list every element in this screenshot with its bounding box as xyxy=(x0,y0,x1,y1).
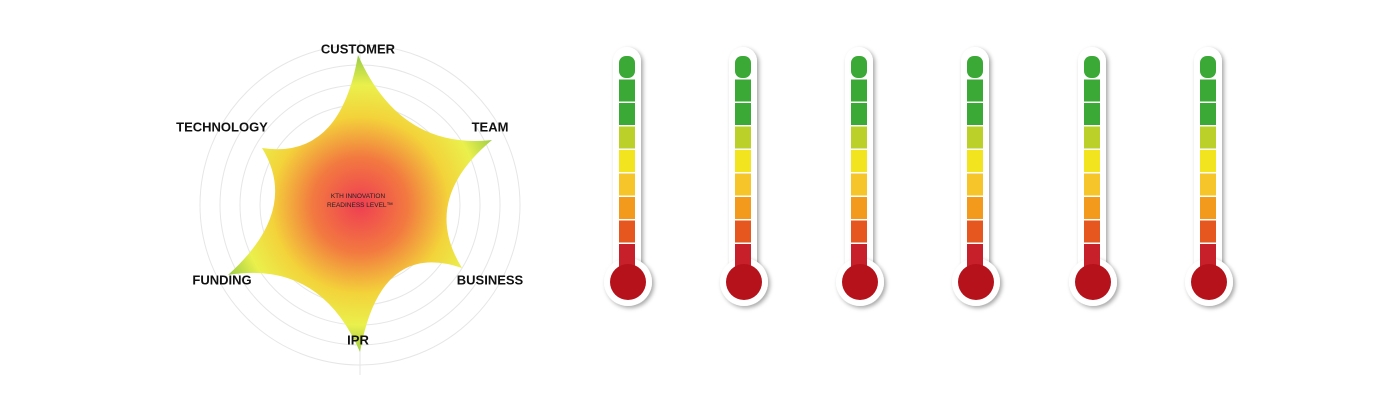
level-segment xyxy=(1084,150,1100,172)
level-segment xyxy=(1084,103,1100,125)
readiness-shape xyxy=(228,55,492,352)
level-segment xyxy=(1084,173,1100,196)
level-segment xyxy=(1084,79,1100,102)
level-segment xyxy=(1084,126,1100,149)
level-segment xyxy=(967,150,983,172)
level-segment xyxy=(851,220,867,243)
level-segment xyxy=(1200,56,1216,78)
level-segment xyxy=(1200,220,1216,243)
level-segment xyxy=(967,79,983,102)
level-segment xyxy=(851,79,867,102)
level-segment xyxy=(1084,220,1100,243)
level-segment xyxy=(851,173,867,196)
thermometer xyxy=(1185,47,1233,306)
level-segment xyxy=(619,173,635,196)
thermometer xyxy=(1069,47,1117,306)
level-segment xyxy=(735,150,751,172)
level-segment xyxy=(967,244,983,266)
center-text: READINESS LEVEL™ xyxy=(327,202,393,209)
level-segment xyxy=(619,103,635,125)
level-segment xyxy=(967,103,983,125)
thermometer xyxy=(604,47,652,306)
thermometer xyxy=(720,47,768,306)
bulb xyxy=(842,264,878,300)
level-segment xyxy=(967,220,983,243)
level-segment xyxy=(619,150,635,172)
level-segment xyxy=(1200,197,1216,219)
level-segment xyxy=(735,244,751,266)
level-segment xyxy=(619,244,635,266)
level-segment xyxy=(735,126,751,149)
level-segment xyxy=(851,150,867,172)
axis-label: IPR xyxy=(347,332,369,347)
thermometer xyxy=(836,47,884,306)
level-segment xyxy=(851,126,867,149)
level-segment xyxy=(851,56,867,78)
level-segment xyxy=(735,56,751,78)
level-segment xyxy=(967,126,983,149)
level-segment xyxy=(1200,126,1216,149)
level-segment xyxy=(967,173,983,196)
bulb xyxy=(958,264,994,300)
level-segment xyxy=(1200,79,1216,102)
level-segment xyxy=(619,56,635,78)
level-segment xyxy=(735,173,751,196)
axis-label: FUNDING xyxy=(192,272,251,287)
thermometer xyxy=(952,47,1000,306)
level-segment xyxy=(1084,56,1100,78)
thermometers xyxy=(604,47,1233,306)
bulb xyxy=(1191,264,1227,300)
level-segment xyxy=(619,220,635,243)
level-segment xyxy=(851,244,867,266)
level-segment xyxy=(735,103,751,125)
level-segment xyxy=(735,79,751,102)
bulb xyxy=(1075,264,1111,300)
bulb xyxy=(726,264,762,300)
level-segment xyxy=(1200,244,1216,266)
level-segment xyxy=(1200,150,1216,172)
level-segment xyxy=(619,79,635,102)
bulb xyxy=(610,264,646,300)
center-text: KTH INNOVATION xyxy=(331,193,386,200)
level-segment xyxy=(735,197,751,219)
level-segment xyxy=(619,197,635,219)
level-segment xyxy=(619,126,635,149)
level-segment xyxy=(1084,244,1100,266)
level-segment xyxy=(967,56,983,78)
axis-label: TEAM xyxy=(472,119,509,134)
level-segment xyxy=(851,103,867,125)
level-segment xyxy=(1084,197,1100,219)
level-segment xyxy=(735,220,751,243)
level-segment xyxy=(1200,173,1216,196)
axis-label: CUSTOMER xyxy=(321,41,396,56)
axis-label: BUSINESS xyxy=(457,272,524,287)
axis-label: TECHNOLOGY xyxy=(176,119,268,134)
level-segment xyxy=(967,197,983,219)
level-segment xyxy=(1200,103,1216,125)
level-segment xyxy=(851,197,867,219)
